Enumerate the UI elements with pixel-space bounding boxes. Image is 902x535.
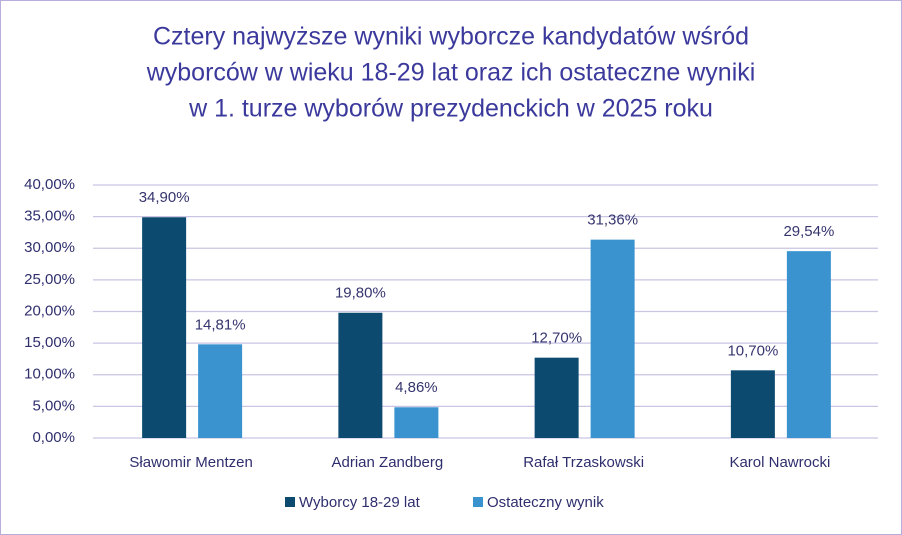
data-label: 12,70% xyxy=(531,330,582,347)
data-label: 31,36% xyxy=(587,212,638,229)
legend-label: Wyborcy 18-29 lat xyxy=(299,494,421,511)
x-tick-label: Karol Nawrocki xyxy=(729,454,830,471)
chart-title: w 1. turze wyborów prezydenckich w 2025 … xyxy=(188,95,713,123)
y-tick-label: 15,00% xyxy=(24,334,75,351)
data-label: 14,81% xyxy=(195,316,246,333)
bar xyxy=(534,357,579,438)
y-tick-label: 25,00% xyxy=(24,271,75,288)
data-label: 10,70% xyxy=(727,342,778,359)
data-label: 19,80% xyxy=(335,285,386,302)
bar xyxy=(590,239,635,438)
y-tick-label: 5,00% xyxy=(32,397,75,414)
chart-title: Cztery najwyższe wyniki wyborcze kandyda… xyxy=(153,23,749,51)
legend-swatch xyxy=(285,497,295,507)
bar xyxy=(730,370,775,438)
bar xyxy=(338,312,383,438)
bar xyxy=(394,407,439,438)
y-tick-label: 0,00% xyxy=(32,429,75,446)
bar xyxy=(142,217,187,438)
legend-swatch xyxy=(473,497,483,507)
y-tick-label: 35,00% xyxy=(24,208,75,225)
data-label: 4,86% xyxy=(395,379,438,396)
y-tick-label: 30,00% xyxy=(24,239,75,256)
y-tick-label: 40,00% xyxy=(24,176,75,193)
bar xyxy=(198,344,243,438)
x-tick-label: Adrian Zandberg xyxy=(332,454,444,471)
y-tick-label: 20,00% xyxy=(24,302,75,319)
bar xyxy=(786,251,831,438)
chart-title: wyborców w wieku 18-29 lat oraz ich osta… xyxy=(146,59,756,87)
x-tick-label: Sławomir Mentzen xyxy=(129,454,252,471)
data-label: 29,54% xyxy=(783,223,834,240)
y-tick-label: 10,00% xyxy=(24,366,75,383)
data-label: 34,90% xyxy=(139,189,190,206)
x-tick-label: Rafał Trzaskowski xyxy=(523,454,644,471)
legend-label: Ostateczny wynik xyxy=(487,494,604,511)
